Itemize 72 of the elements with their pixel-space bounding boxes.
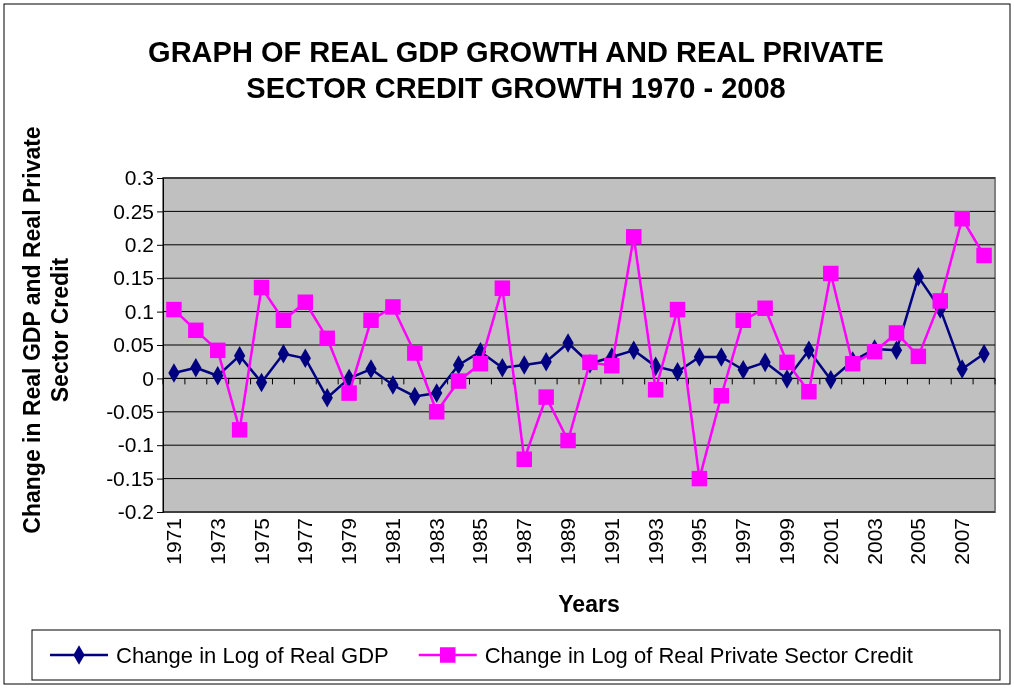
y-tick-label: 0.1	[124, 299, 154, 323]
point	[407, 345, 423, 361]
point	[341, 385, 357, 401]
y-axis-title: Change in Real GDP and Real Private Sector Credit	[19, 126, 73, 534]
x-axis-title: Years	[558, 591, 620, 617]
point	[604, 357, 620, 374]
point	[166, 301, 182, 318]
point	[669, 301, 686, 318]
x-tick-label: 1975	[249, 518, 273, 565]
point	[297, 294, 314, 310]
point	[560, 432, 576, 449]
legend-label: Change in Log of Real Private Sector Credit	[484, 643, 913, 668]
x-tick-label: 2001	[818, 518, 842, 565]
x-tick-label: 2005	[906, 518, 930, 565]
point	[538, 389, 554, 405]
y-tick-label: 0	[142, 366, 154, 390]
point	[735, 312, 751, 329]
point	[823, 265, 839, 282]
y-tick-label: 0.3	[124, 166, 154, 190]
point	[625, 229, 642, 245]
point	[779, 354, 795, 371]
point	[319, 330, 335, 347]
x-tick-label: 1989	[556, 518, 580, 565]
point	[209, 342, 226, 359]
y-tick-label: -0.2	[117, 500, 154, 524]
x-tick-label: 1981	[380, 518, 404, 565]
point	[363, 312, 379, 329]
x-tick-label: 1993	[643, 518, 667, 565]
x-tick-label: 2007	[950, 518, 974, 565]
point	[647, 382, 664, 398]
point	[757, 300, 773, 317]
point	[801, 384, 817, 400]
y-tick-label: 0.25	[113, 199, 154, 223]
point	[844, 355, 861, 372]
y-tick-label: -0.15	[106, 466, 154, 490]
x-tick-label: 1987	[512, 518, 536, 565]
chart-title: GRAPH OF REAL GDP GROWTH AND REAL PRIVATE SECTOR CREDIT GROWTH 1970 - 2008	[148, 36, 884, 104]
y-tick-label: -0.1	[117, 433, 154, 457]
x-tick-label: 1985	[468, 518, 492, 565]
point	[516, 451, 533, 467]
x-tick-label: 1971	[161, 518, 185, 565]
point	[428, 404, 445, 420]
point	[188, 322, 204, 339]
point	[888, 325, 905, 341]
point	[275, 312, 292, 329]
legend-label: Change in Log of Real GDP	[116, 643, 389, 668]
point	[472, 355, 489, 372]
point	[910, 348, 927, 365]
y-tick-label: 0.05	[113, 333, 154, 357]
x-tick-label: 1973	[205, 518, 229, 565]
point	[253, 279, 270, 296]
x-tick-label: 1995	[687, 518, 711, 565]
x-tick-label: 1997	[731, 518, 755, 565]
point	[713, 388, 730, 404]
point	[932, 293, 949, 309]
point	[385, 299, 401, 315]
point	[976, 247, 992, 264]
point	[450, 373, 467, 389]
point	[494, 280, 511, 296]
x-tick-label: 1979	[337, 518, 361, 565]
point	[866, 343, 883, 360]
x-tick-label: 1983	[424, 518, 448, 565]
x-tick-label: 1977	[293, 518, 317, 565]
x-tick-label: 2003	[862, 518, 886, 565]
point	[231, 422, 248, 438]
point	[691, 470, 708, 487]
y-tick-label: -0.05	[106, 400, 154, 424]
y-tick-label: 0.15	[113, 266, 154, 290]
x-tick-label: 1999	[775, 518, 798, 565]
x-tick-label: 1991	[599, 518, 623, 565]
y-tick-label: 0.2	[124, 233, 154, 257]
point	[954, 211, 970, 227]
